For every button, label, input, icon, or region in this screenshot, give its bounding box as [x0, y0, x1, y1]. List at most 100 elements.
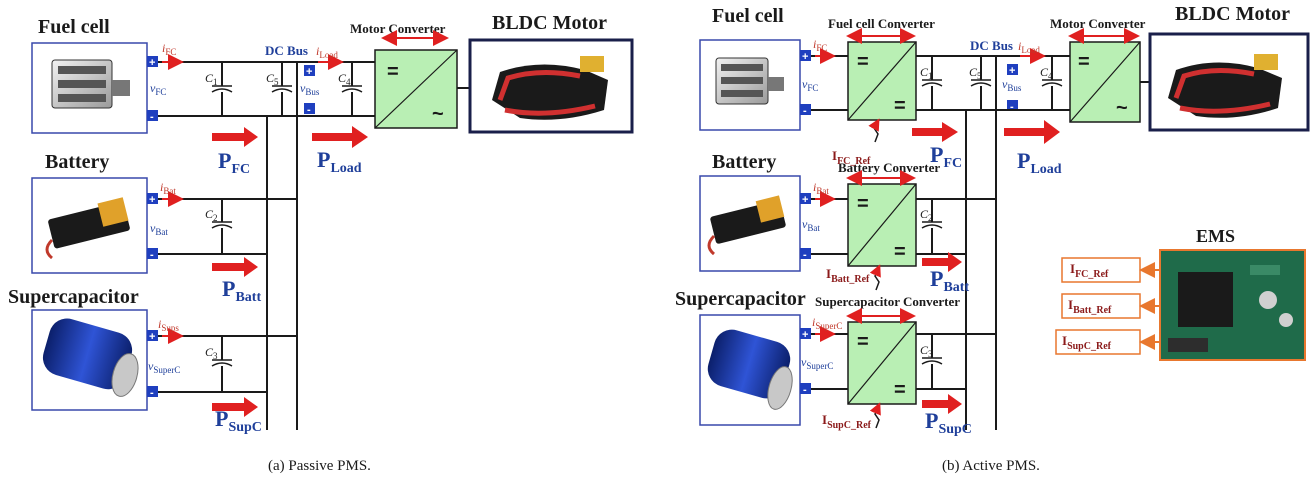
ems-title: EMS	[1196, 226, 1235, 246]
b-c3-label: C3	[920, 343, 933, 359]
panel-a: Fuel cell Battery Supercapacitor DC Bus …	[8, 12, 634, 474]
svg-text:=: =	[857, 331, 869, 353]
supercap-converter-title: Supercapacitor Converter	[815, 294, 960, 309]
b-v-fc-label: vFC	[802, 77, 818, 93]
battery-title: Battery	[45, 151, 109, 173]
panel-a-wiring	[158, 61, 375, 430]
b-bldc-motor-image	[1148, 32, 1310, 132]
p-fc-label: PFC	[218, 148, 250, 177]
panel-a-current-arrows	[162, 30, 449, 344]
b-fuel-cell-image	[699, 39, 801, 131]
svg-text:+: +	[1009, 65, 1015, 77]
battery-image	[31, 177, 148, 274]
v-fc-label: vFC	[150, 81, 166, 97]
fc-converter-block: = =	[847, 41, 917, 121]
svg-text:-: -	[803, 105, 807, 117]
b-i-superc-label: iSuperC	[812, 315, 842, 331]
svg-text:~: ~	[1116, 97, 1128, 119]
caption-b: (b) Active PMS.	[942, 458, 1040, 474]
svg-text:-: -	[307, 104, 311, 116]
svg-text:+: +	[802, 194, 808, 206]
b-dc-bus-label: DC Bus	[970, 38, 1013, 53]
svg-text:=: =	[1078, 51, 1090, 73]
fuel-cell-image	[31, 42, 148, 134]
svg-text:-: -	[1010, 101, 1014, 113]
supercap-converter-block: = =	[847, 321, 917, 405]
ems-ref-supc: ISupC_Ref	[1062, 333, 1112, 352]
ems-ref-fc: IFC_Ref	[1070, 261, 1109, 280]
b-c1-label: C1	[920, 65, 933, 81]
b-v-bat-label: vBat	[802, 217, 820, 233]
b-fuel-cell-title: Fuel cell	[712, 5, 784, 27]
c4-label: C4	[338, 71, 351, 87]
c1-label: C1	[205, 71, 218, 87]
i-sups-label: iSups	[158, 317, 179, 333]
c2-label: C2	[205, 207, 218, 223]
svg-text:-: -	[150, 111, 154, 123]
ems-ref-batt: IBatt_Ref	[1068, 297, 1112, 316]
b-motor-converter-block: = ~	[1069, 41, 1141, 123]
b-p-supc-label: PSupC	[925, 408, 972, 437]
b-battery-image	[699, 175, 801, 272]
ems-ref-boxes	[1055, 257, 1160, 355]
svg-text:=: =	[857, 193, 869, 215]
svg-text:+: +	[802, 51, 808, 63]
svg-text:-: -	[803, 249, 807, 261]
svg-text:~: ~	[432, 103, 444, 125]
b-ref-supc-label: ISupC_Ref	[822, 412, 872, 431]
p-load-label: PLoad	[317, 147, 362, 176]
b-p-load-label: PLoad	[1017, 148, 1062, 177]
battery-converter-block: = =	[847, 183, 917, 267]
caption-a: (a) Passive PMS.	[268, 458, 371, 474]
b-c4-label: C4	[1040, 65, 1053, 81]
svg-text:+: +	[306, 66, 312, 78]
p-batt-label: PBatt	[222, 276, 261, 305]
b-motor-title: BLDC Motor	[1175, 3, 1290, 25]
b-v-bus-label: vBus	[1002, 77, 1022, 93]
ems-board	[1159, 249, 1306, 361]
b-battery-title: Battery	[712, 151, 776, 173]
svg-text:=: =	[387, 61, 399, 83]
b-converter-arrows	[815, 28, 1140, 342]
svg-text:-: -	[150, 249, 154, 261]
svg-text:=: =	[857, 51, 869, 73]
b-control-signals	[868, 118, 881, 429]
b-power-arrows	[912, 120, 1060, 414]
v-bat-label: vBat	[150, 221, 168, 237]
i-bat-label: iBat	[160, 180, 176, 196]
panel-a-power-arrows	[212, 126, 368, 417]
b-ref-batt-label: IBatt_Ref	[826, 266, 870, 285]
supercapacitor-image	[31, 309, 148, 411]
svg-text:+: +	[149, 331, 155, 343]
svg-text:+: +	[149, 194, 155, 206]
svg-text:=: =	[894, 241, 906, 263]
b-supercapacitor-title: Supercapacitor	[675, 288, 806, 310]
panel-b: Fuel cell Battery Supercapacitor Fuel ce…	[675, 3, 1310, 474]
svg-text:=: =	[894, 379, 906, 401]
b-motor-converter-title: Motor Converter	[1050, 16, 1146, 31]
b-p-fc-label: PFC	[930, 142, 962, 171]
fuel-cell-title: Fuel cell	[38, 16, 110, 38]
i-load-label: iLoad	[316, 44, 338, 60]
supercapacitor-title: Supercapacitor	[8, 286, 139, 308]
c3-label: C3	[205, 345, 218, 361]
b-i-fc-label: iFC	[813, 37, 827, 53]
svg-text:-: -	[803, 384, 807, 396]
i-fc-label: iFC	[162, 41, 176, 57]
source-terminals: + - + - + - + -	[147, 56, 315, 399]
b-i-bat-label: iBat	[813, 180, 829, 196]
b-p-batt-label: PBatt	[930, 266, 969, 295]
motor-title: BLDC Motor	[492, 12, 607, 34]
svg-text:=: =	[894, 95, 906, 117]
motor-converter-block: = ~	[374, 49, 458, 129]
svg-text:+: +	[149, 57, 155, 69]
b-supercapacitor-image	[699, 314, 801, 426]
b-c2-label: C2	[920, 207, 933, 223]
b-i-load-label: iLoad	[1018, 39, 1040, 55]
b-source-terminals: + - + - + - + -	[800, 50, 1018, 396]
b-c5-label: C5	[969, 65, 982, 81]
v-bus-label: vBus	[300, 81, 320, 97]
bldc-motor-image	[468, 38, 634, 134]
fc-converter-title: Fuel cell Converter	[828, 16, 935, 31]
